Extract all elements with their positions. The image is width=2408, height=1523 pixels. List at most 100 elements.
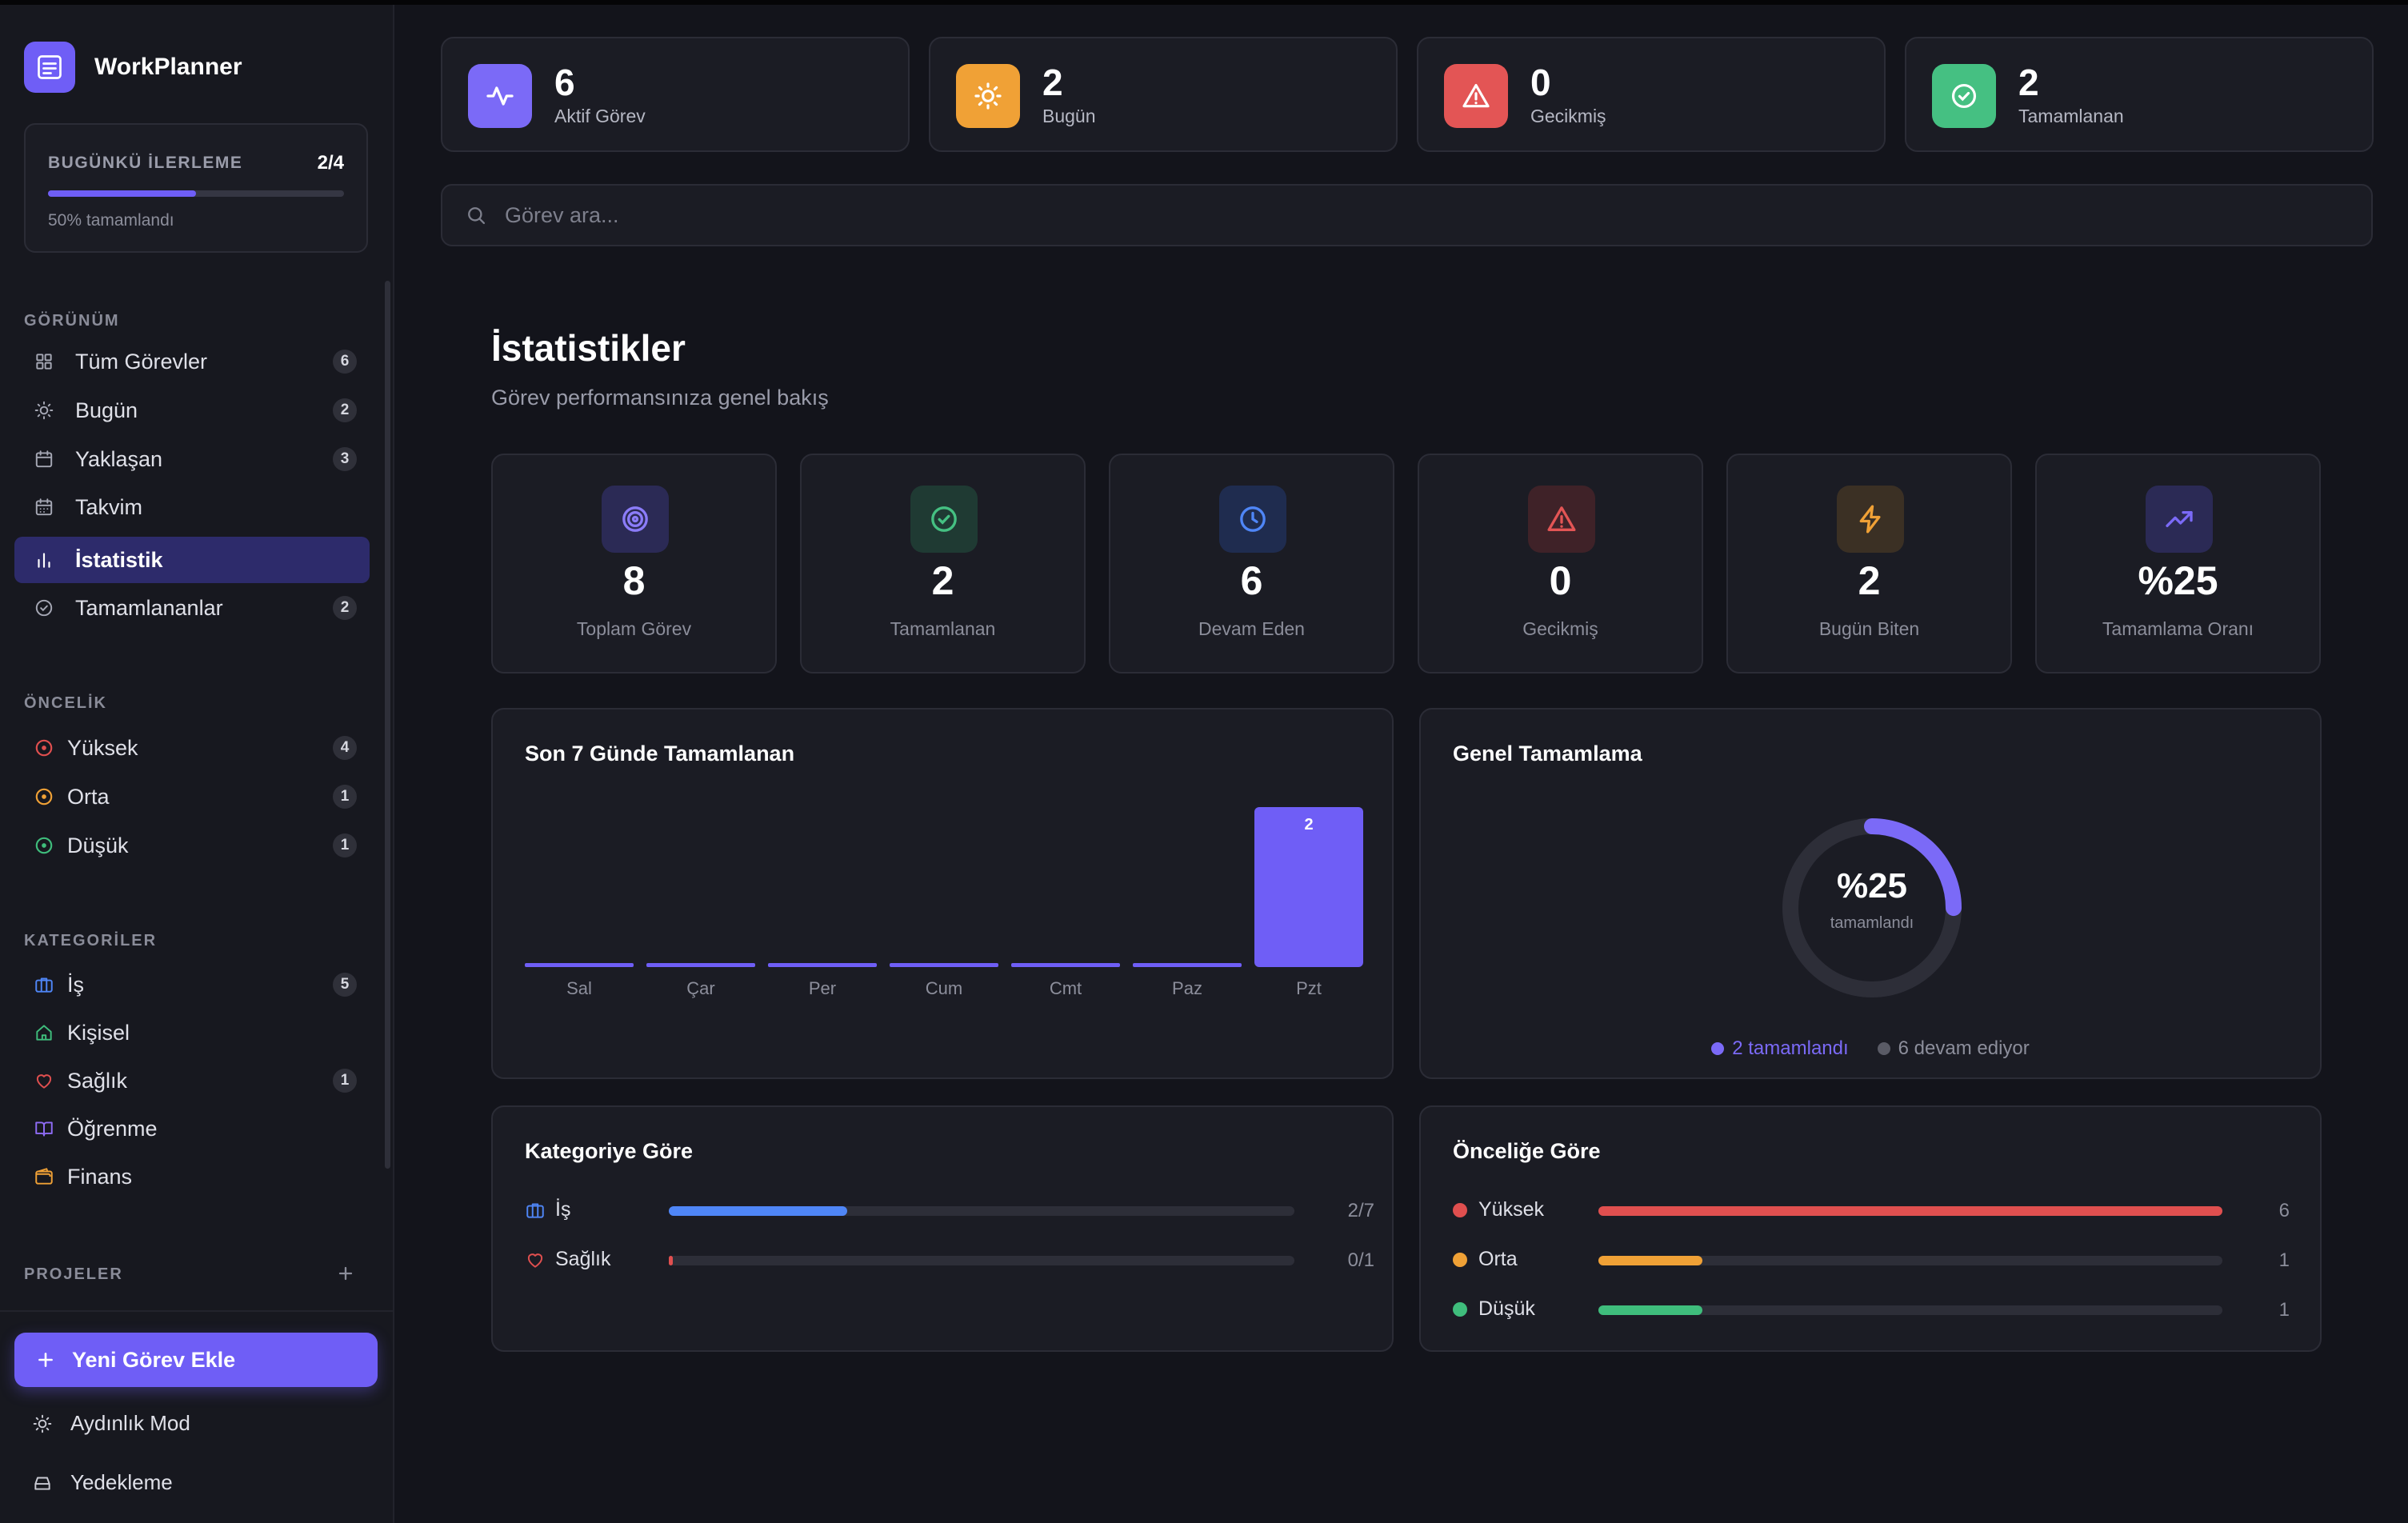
- x-tick-label: Çar: [686, 978, 714, 998]
- kpi-label: Devam Eden: [1198, 618, 1305, 639]
- kpi-label: Toplam Görev: [576, 618, 692, 639]
- row-label: Orta: [1478, 1248, 1518, 1270]
- daily-progress-card: BUGÜNKÜ İLERLEME 2/4 50% tamamlandı: [24, 123, 368, 253]
- sidebar-item-label: Düşük: [67, 833, 129, 857]
- sidebar-item-label: Kişisel: [67, 1020, 130, 1045]
- priority-bar-fill: [1598, 1305, 1703, 1315]
- sun-icon: [32, 398, 56, 422]
- briefcase-icon: [32, 973, 56, 997]
- legend-label: 6 devam ediyor: [1898, 1037, 2030, 1059]
- brand[interactable]: WorkPlanner: [24, 42, 242, 93]
- donut-arc-completed: [1782, 818, 1962, 997]
- sidebar-item-category-health[interactable]: Sağlık 1: [14, 1057, 370, 1104]
- bar-Paz[interactable]: [1133, 963, 1242, 967]
- light-mode-toggle[interactable]: Aydınlık Mod: [32, 1411, 190, 1436]
- priority-dot-icon: [32, 736, 56, 760]
- search-icon: [468, 207, 486, 225]
- sidebar-item-calendar[interactable]: Takvim: [14, 484, 370, 530]
- backup-label: Yedekleme: [70, 1470, 173, 1494]
- donut-percent: %25: [1836, 866, 1908, 905]
- sidebar-item-priority-low[interactable]: Düşük 1: [14, 822, 370, 869]
- sidebar-item-label: İş: [67, 972, 85, 997]
- home-icon: [32, 1021, 56, 1045]
- kpi-label: Bugün Biten: [1818, 618, 1920, 639]
- priority-dot-icon: [32, 785, 56, 809]
- target-icon: [602, 486, 669, 553]
- sidebar-scrollbar[interactable]: [385, 281, 390, 1169]
- check-circle-icon: [32, 596, 56, 620]
- search-input[interactable]: [505, 202, 2265, 228]
- bar-chart-icon: [32, 548, 56, 572]
- count-badge: 4: [333, 736, 357, 760]
- weekly-bar-chart: Sal Çar Per Cum Cmt Paz 2 Pzt: [525, 807, 1363, 998]
- stat-label: Gecikmiş: [1530, 106, 1606, 126]
- search-bar: [441, 184, 2373, 246]
- book-icon: [32, 1117, 56, 1141]
- grid-icon: [32, 350, 56, 374]
- kpi-completed: 2 Tamamlanan: [800, 454, 1086, 674]
- count-badge: 2: [333, 596, 357, 620]
- legend-dot: [1711, 1042, 1725, 1055]
- x-tick-label: Cum: [926, 978, 962, 998]
- bar-Çar[interactable]: [646, 963, 755, 967]
- plus-icon: [338, 1266, 353, 1281]
- completion-donut: [1782, 818, 1962, 997]
- sidebar-item-label: Finans: [67, 1164, 133, 1189]
- heart-icon: [527, 1253, 543, 1268]
- category-row-work: İş: [525, 1198, 570, 1221]
- weekly-completed-panel: Son 7 Günde Tamamlanan Sal Çar Per Cum Cmt Pa…: [491, 708, 1394, 1079]
- briefcase-icon: [526, 1202, 544, 1218]
- stat-value: 2: [1042, 62, 1063, 103]
- sidebar-item-statistics[interactable]: İstatistik: [14, 537, 370, 583]
- bar-Per[interactable]: [768, 963, 877, 967]
- count-badge: 2: [333, 398, 357, 422]
- category-bar: [669, 1256, 1294, 1265]
- sidebar-item-category-learning[interactable]: Öğrenme: [14, 1105, 370, 1152]
- section-label-categories: KATEGORİLER: [24, 932, 158, 949]
- kpi-due-today: 2 Bugün Biten: [1726, 454, 2012, 674]
- priority-row-low: Düşük: [1453, 1297, 1535, 1321]
- page-title: İstatistikler: [491, 327, 686, 369]
- bar-Pzt[interactable]: [1254, 807, 1363, 967]
- sun-icon: [33, 1414, 52, 1433]
- sidebar-item-label: Bugün: [75, 398, 138, 422]
- bar-Cum[interactable]: [890, 963, 998, 967]
- legend-item-in-progress: 6 devam ediyor: [1877, 1037, 2030, 1060]
- backup-button[interactable]: Yedekleme: [32, 1470, 173, 1495]
- kpi-overdue: 0 Gecikmiş: [1418, 454, 1703, 674]
- bar-Sal[interactable]: [525, 963, 634, 967]
- priority-row-medium: Orta: [1453, 1248, 1518, 1271]
- bolt-icon: [1837, 486, 1904, 553]
- sidebar-item-label: Tüm Görevler: [75, 349, 208, 374]
- panel-title: Genel Tamamlama: [1453, 742, 1642, 765]
- overall-completion-panel: Genel Tamamlama %25 tamamlandı 2 tamamla…: [1419, 708, 2322, 1079]
- row-label: Yüksek: [1478, 1198, 1544, 1221]
- sidebar-item-today[interactable]: Bugün 2: [14, 387, 370, 434]
- light-mode-label: Aydınlık Mod: [70, 1411, 190, 1435]
- sidebar-item-all-tasks[interactable]: Tüm Görevler 6: [14, 338, 370, 385]
- kpi-value: %25: [2138, 558, 2218, 603]
- sidebar-item-completed[interactable]: Tamamlananlar 2: [14, 585, 370, 631]
- add-task-button[interactable]: Yeni Görev Ekle: [14, 1333, 378, 1387]
- sidebar-item-category-finance[interactable]: Finans: [14, 1153, 370, 1200]
- priority-dot: [1453, 1301, 1467, 1317]
- row-label: İş: [555, 1198, 571, 1221]
- clock-icon: [1219, 486, 1286, 553]
- kpi-value: 8: [622, 558, 646, 603]
- sidebar-item-priority-medium[interactable]: Orta 1: [14, 773, 370, 820]
- sidebar-item-priority-high[interactable]: Yüksek 4: [14, 725, 370, 771]
- sidebar-item-category-personal[interactable]: Kişisel: [14, 1009, 370, 1056]
- x-tick-label: Pzt: [1296, 978, 1322, 998]
- sidebar-item-upcoming[interactable]: Yaklaşan 3: [14, 436, 370, 482]
- legend-item-completed: 2 tamamlandı: [1711, 1037, 1849, 1060]
- stat-value: 0: [1530, 62, 1551, 103]
- kpi-label: Gecikmiş: [1522, 618, 1598, 639]
- legend-label: 2 tamamlandı: [1732, 1037, 1849, 1059]
- stat-label: Aktif Görev: [554, 106, 646, 126]
- check-circle-icon: [1932, 64, 1996, 128]
- panel-title: Kategoriye Göre: [525, 1139, 694, 1163]
- add-project-button[interactable]: [334, 1262, 357, 1285]
- sidebar-item-category-work[interactable]: İş 5: [14, 961, 370, 1008]
- by-priority-panel: Önceliğe Göre Yüksek 6 Orta 1 Düşük 1: [1419, 1105, 2322, 1352]
- bar-Cmt[interactable]: [1011, 963, 1120, 967]
